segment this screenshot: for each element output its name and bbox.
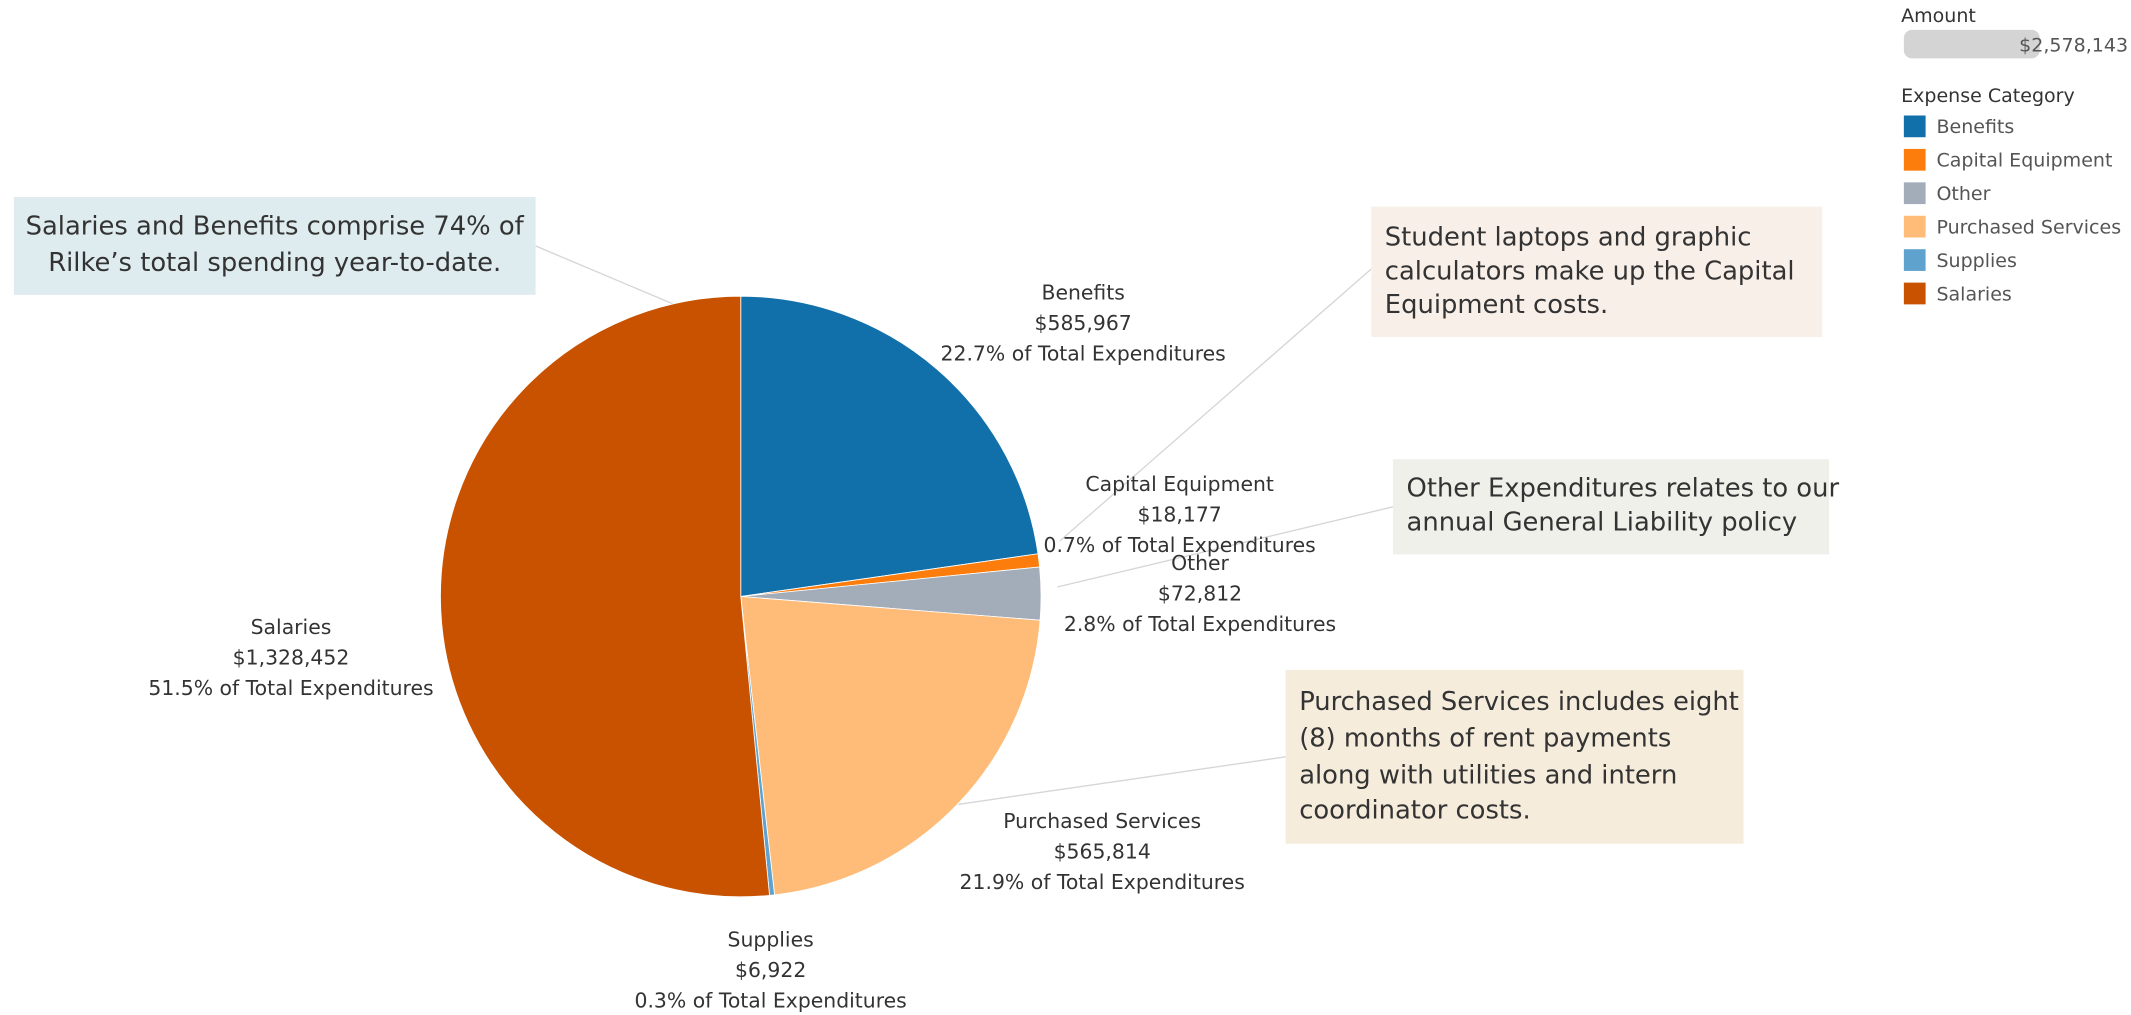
slice-percent: 21.9% of Total Expenditures (960, 870, 1245, 894)
slice-value: $18,177 (1138, 503, 1222, 527)
legend-label: Salaries (1936, 283, 2011, 305)
size-legend-bar (1903, 29, 2040, 59)
legend-label: Capital Equipment (1936, 150, 2112, 172)
annotation-text: (8) months of rent payments (1299, 724, 1671, 754)
annotation-text: along with utilities and intern (1299, 760, 1677, 790)
legend-swatch (1903, 282, 1926, 305)
slice-value: $1,328,452 (233, 645, 350, 669)
slice-label: Salaries (251, 615, 332, 639)
annotation-text: Equipment costs. (1385, 290, 1608, 320)
annotation-box (1392, 459, 1830, 555)
legend-label: Supplies (1936, 250, 2016, 272)
pie-slice (440, 295, 770, 898)
pie-slice (740, 596, 1041, 896)
slice-label: Supplies (728, 927, 814, 951)
annotation-text: calculators make up the Capital (1385, 256, 1795, 286)
leader-line (1059, 268, 1372, 542)
slice-label: Benefits (1041, 280, 1124, 304)
annotation-text: Rilke’s total spending year-to-date. (48, 248, 501, 278)
legend-swatch (1903, 182, 1926, 205)
legend-swatch (1903, 249, 1926, 271)
pie-slice (740, 295, 1039, 597)
leader-line (958, 756, 1286, 806)
slice-label: Other (1171, 551, 1229, 575)
legend-swatch (1903, 148, 1926, 171)
slice-label: Capital Equipment (1085, 472, 1274, 496)
slice-value: $585,967 (1035, 311, 1132, 335)
annotation-text: Purchased Services includes eight (1299, 687, 1739, 717)
annotation-text: annual General Liability policy (1407, 508, 1798, 538)
legend-swatch (1903, 215, 1926, 238)
annotation-text: Salaries and Benefits comprise 74% of (26, 211, 525, 241)
legend-label: Other (1936, 183, 1990, 205)
slice-percent: 0.3% of Total Expenditures (634, 988, 906, 1012)
slice-percent: 22.7% of Total Expenditures (941, 342, 1226, 366)
size-legend-label: $2,578,143 (2019, 35, 2128, 57)
legend-label: Purchased Services (1936, 217, 2121, 239)
annotation-text: Student laptops and graphic (1385, 222, 1752, 252)
size-legend-title: Amount (1901, 5, 1976, 27)
slice-value: $6,922 (735, 958, 806, 982)
annotation-text: coordinator costs. (1299, 796, 1530, 826)
slice-value: $72,812 (1158, 581, 1242, 605)
slice-percent: 51.5% of Total Expenditures (148, 676, 433, 700)
legend-title: Expense Category (1901, 85, 2075, 107)
legend-swatch (1903, 115, 1926, 138)
annotation-box (13, 197, 536, 295)
slice-percent: 0.7% of Total Expenditures (1043, 533, 1315, 557)
annotation-text: Other Expenditures relates to our (1407, 474, 1840, 504)
leader-line (1057, 506, 1394, 588)
slice-label: Purchased Services (1003, 809, 1201, 833)
legend-label: Benefits (1936, 116, 2014, 138)
slice-value: $565,814 (1054, 840, 1151, 864)
annotation-box (1371, 206, 1823, 337)
slice-percent: 2.8% of Total Expenditures (1064, 612, 1336, 636)
annotation-box (1285, 669, 1744, 844)
